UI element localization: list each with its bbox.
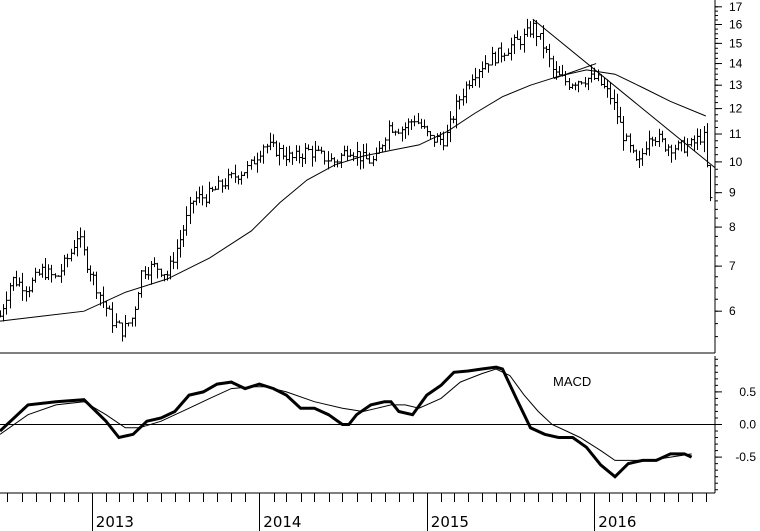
macd-axis: -0.5 0.0 0.5 xyxy=(714,356,756,493)
ohlc-bar xyxy=(33,267,38,283)
macd-tick-label: 0.5 xyxy=(739,385,756,399)
ohlc-bar xyxy=(412,115,417,127)
ohlc-bar xyxy=(20,272,25,301)
trendline xyxy=(532,18,716,169)
ohlc-bar xyxy=(200,185,205,206)
price-tick-label: 12 xyxy=(729,102,743,116)
price-panel: 6 7 8 9 10 11 12 13 14 15 16 17 xyxy=(0,0,743,353)
time-axis: 2013 2014 2015 2016 xyxy=(0,492,715,531)
ohlc-bar xyxy=(184,206,189,236)
macd-label: MACD xyxy=(553,374,591,389)
ohlc-bar xyxy=(486,63,491,73)
year-label: 2015 xyxy=(431,513,469,531)
price-tick-label: 11 xyxy=(729,127,742,141)
ohlc-bar xyxy=(669,144,674,163)
macd-panel: MACD -0.5 0.0 0.5 xyxy=(0,356,756,493)
ohlc-bar xyxy=(518,36,523,50)
ohlc-bar xyxy=(277,142,282,166)
ohlc-bar xyxy=(351,152,356,162)
ohlc-bar xyxy=(65,253,70,268)
macd-tick-label: -0.5 xyxy=(735,450,756,464)
price-tick-label: 16 xyxy=(729,18,743,32)
ohlc-bar xyxy=(290,151,295,165)
ohlc-bar xyxy=(78,227,83,248)
ohlc-bar xyxy=(698,129,703,145)
ohlc-bar xyxy=(640,148,645,166)
ohlc-bar xyxy=(502,52,507,62)
ohlc-bar xyxy=(608,82,613,105)
price-axis: 6 7 8 9 10 11 12 13 14 15 16 17 xyxy=(714,0,743,353)
price-tick-label: 17 xyxy=(729,0,743,14)
ohlc-bar xyxy=(653,136,658,146)
macd-tick-label: 0.0 xyxy=(739,418,756,432)
ohlc-bar xyxy=(110,302,115,333)
ohlc-bar xyxy=(624,133,629,142)
trendline xyxy=(553,63,597,80)
trendlines xyxy=(532,18,716,169)
ohlc-bar xyxy=(261,144,266,164)
ohlc-bar xyxy=(322,150,327,165)
ohlc-bar xyxy=(428,130,433,140)
ohlc-bar xyxy=(245,160,250,179)
ohlc-bar xyxy=(216,175,221,190)
price-bars xyxy=(0,18,713,342)
price-tick-label: 7 xyxy=(729,259,736,273)
ohlc-bar xyxy=(547,43,552,68)
ohlc-bar xyxy=(457,95,462,110)
macd-thin-line xyxy=(0,368,692,461)
year-label: 2016 xyxy=(598,513,636,531)
ohlc-bar xyxy=(229,171,234,179)
ohlc-bar xyxy=(94,271,99,299)
price-tick-label: 10 xyxy=(729,155,743,169)
macd-thick-line xyxy=(0,365,693,479)
ohlc-bar xyxy=(306,144,311,151)
ohlc-bar xyxy=(335,159,340,168)
price-tick-label: 13 xyxy=(729,78,743,92)
price-tick-label: 14 xyxy=(729,57,743,71)
price-tick-label: 8 xyxy=(729,220,736,234)
ohlc-bar xyxy=(49,264,54,283)
year-label: 2014 xyxy=(263,513,301,531)
price-tick-label: 6 xyxy=(729,304,736,318)
price-tick-label: 15 xyxy=(729,36,743,50)
ohlc-bar xyxy=(126,322,131,327)
ohlc-bar xyxy=(139,270,144,298)
moving-average-line xyxy=(0,69,706,322)
ohlc-bar xyxy=(4,291,9,315)
ohlc-bar xyxy=(171,252,176,270)
year-label: 2013 xyxy=(96,513,134,531)
ohlc-bar xyxy=(708,164,713,202)
ohlc-bar xyxy=(441,131,446,151)
ohlc-bar xyxy=(396,128,401,135)
ohlc-bar xyxy=(383,137,388,151)
price-tick-label: 9 xyxy=(729,186,736,200)
ohlc-bar xyxy=(155,262,160,279)
ohlc-bar xyxy=(685,138,690,157)
ohlc-bar xyxy=(534,20,539,47)
ohlc-bar xyxy=(579,81,584,85)
ohlc-bar xyxy=(473,67,478,87)
